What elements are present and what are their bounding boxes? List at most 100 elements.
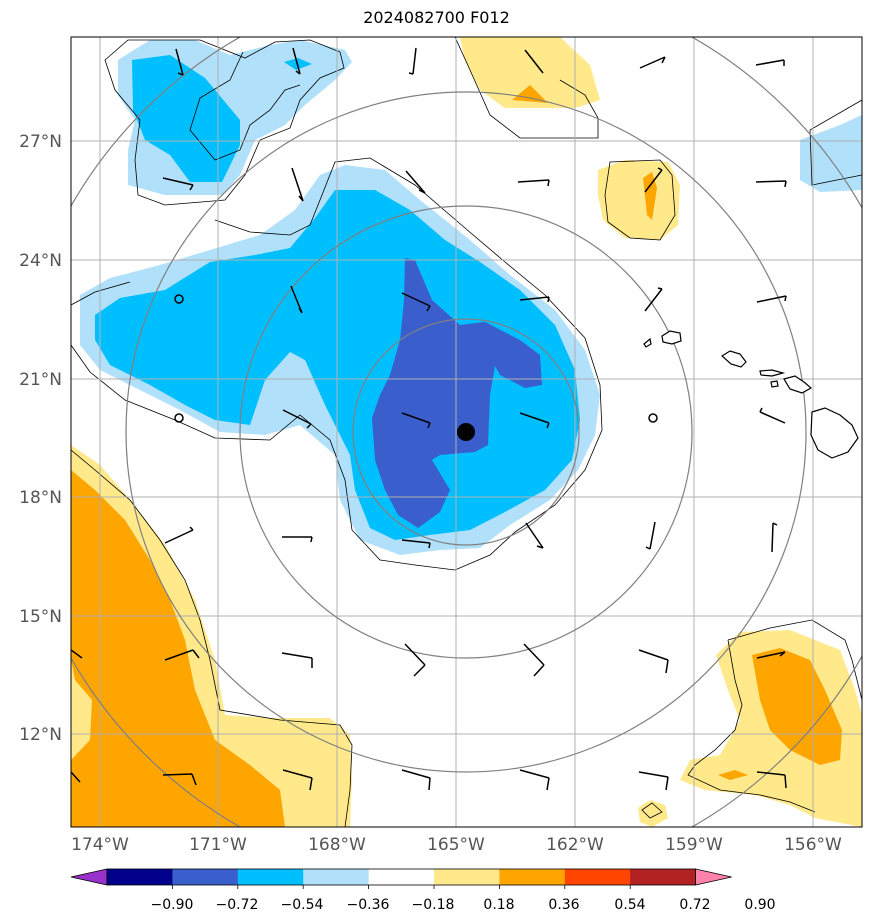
lon-label: 168°W [308, 835, 366, 855]
wind-barb [292, 47, 301, 75]
wind-barb [405, 170, 426, 194]
wind-barb [755, 180, 787, 188]
lat-label: 24°N [19, 251, 62, 271]
wind-barb [755, 59, 785, 66]
colorbar-segment [107, 869, 173, 885]
wind-barb [408, 47, 417, 75]
lon-label: 159°W [665, 835, 723, 855]
wind-barb [525, 522, 544, 549]
colorbar-tick-label: −0.72 [216, 897, 259, 913]
colorbar-tick-labels: −0.90 −0.72 −0.54 −0.36 −0.18 0.18 0.36 … [151, 897, 776, 913]
colorbar-extend-min [70, 868, 108, 886]
wind-barb [282, 409, 312, 429]
wind-barb [175, 48, 184, 76]
colorbar-segment [434, 869, 500, 885]
wind-barb [639, 56, 666, 69]
lon-label: 165°W [427, 835, 485, 855]
wind-barb [523, 643, 545, 677]
lat-label: 18°N [19, 488, 62, 508]
range-ring-3deg [352, 318, 580, 546]
wind-barb [401, 292, 431, 312]
calm-wind-marker [174, 294, 184, 304]
wind-barb [282, 536, 313, 543]
island-molokai [759, 369, 786, 377]
wind-barb [519, 769, 550, 791]
hawaiian-islands [643, 330, 859, 459]
lat-label: 27°N [19, 132, 62, 152]
colorbar-segment [172, 869, 239, 885]
range-ring-6deg [239, 205, 693, 659]
wind-barb [291, 167, 304, 202]
colorbar-tick-label: −0.90 [151, 897, 194, 913]
colorbar-tick-label: −0.54 [281, 897, 324, 913]
wind-barb [644, 287, 663, 312]
colorbar-tick-label: 0.90 [744, 897, 775, 913]
colorbar-tick-label: −0.18 [412, 897, 455, 913]
negative-shading-strong [372, 258, 542, 528]
island-lanai [770, 380, 779, 388]
map-layers [71, 37, 862, 827]
range-rings [71, 37, 862, 827]
wind-barb [164, 526, 194, 544]
wind-barb [771, 522, 778, 553]
wind-barb [756, 295, 787, 303]
lat-label: 15°N [19, 607, 62, 627]
contour-lines [71, 37, 862, 827]
colorbar-tick-label: 0.54 [614, 897, 645, 913]
wind-barb [524, 49, 544, 74]
wind-barb [71, 771, 81, 783]
wind-barb [638, 771, 669, 791]
storm-center-marker [457, 423, 475, 441]
wind-barb [759, 407, 786, 424]
colorbar-tick-label: −0.36 [347, 897, 390, 913]
colorbar-tick-label: 0.18 [483, 897, 514, 913]
wind-barb [282, 769, 313, 791]
lon-label: 162°W [546, 835, 604, 855]
wind-barb [638, 649, 669, 674]
graticule [71, 37, 862, 827]
map-border [70, 36, 863, 828]
wind-barb [519, 412, 550, 429]
wind-barb [519, 296, 550, 303]
wind-barb [164, 649, 200, 661]
wind-barb [517, 179, 550, 187]
lon-label: 171°W [189, 835, 247, 855]
colorbar-tick-label: 0.36 [548, 897, 579, 913]
range-ring-9deg [125, 91, 807, 773]
wind-barb [401, 539, 431, 549]
wind-barb [644, 167, 663, 193]
calm-wind-marker [174, 413, 184, 423]
wind-barb [162, 773, 197, 786]
colorbar-extend-max [695, 868, 732, 886]
wind-barbs [71, 47, 787, 791]
island-niihau [643, 337, 652, 348]
wind-barb [162, 177, 194, 191]
island-maui [783, 375, 813, 394]
island-oahu [721, 350, 747, 368]
colorbar-border [106, 868, 696, 886]
colorbar-segment [237, 869, 304, 885]
lon-label: 156°W [784, 835, 842, 855]
lon-label: 174°W [71, 835, 129, 855]
calm-wind-marker [648, 413, 658, 423]
wind-barb [404, 643, 426, 677]
lat-label: 21°N [19, 370, 62, 390]
colorbar-segment [368, 869, 435, 885]
wind-barb [290, 285, 303, 314]
colorbar-tick-label: 0.72 [679, 897, 710, 913]
latitude-labels: 27°N 24°N 21°N 18°N 15°N 12°N [19, 132, 62, 745]
island-kauai [661, 330, 682, 345]
wind-barb [756, 771, 787, 789]
colorbar-segment [499, 869, 566, 885]
colorbar-segment [564, 869, 631, 885]
wind-barb [71, 649, 83, 659]
colorbar-segment [303, 869, 370, 885]
positive-shading-strong [71, 85, 842, 827]
wind-barb [401, 769, 431, 791]
island-hawaii [810, 407, 859, 459]
colorbar [70, 868, 732, 889]
colorbar-segment [630, 869, 697, 885]
map-title: 2024082700 F012 [363, 8, 510, 27]
longitude-labels: 174°W 171°W 168°W 165°W 162°W 159°W 156°… [71, 835, 842, 855]
